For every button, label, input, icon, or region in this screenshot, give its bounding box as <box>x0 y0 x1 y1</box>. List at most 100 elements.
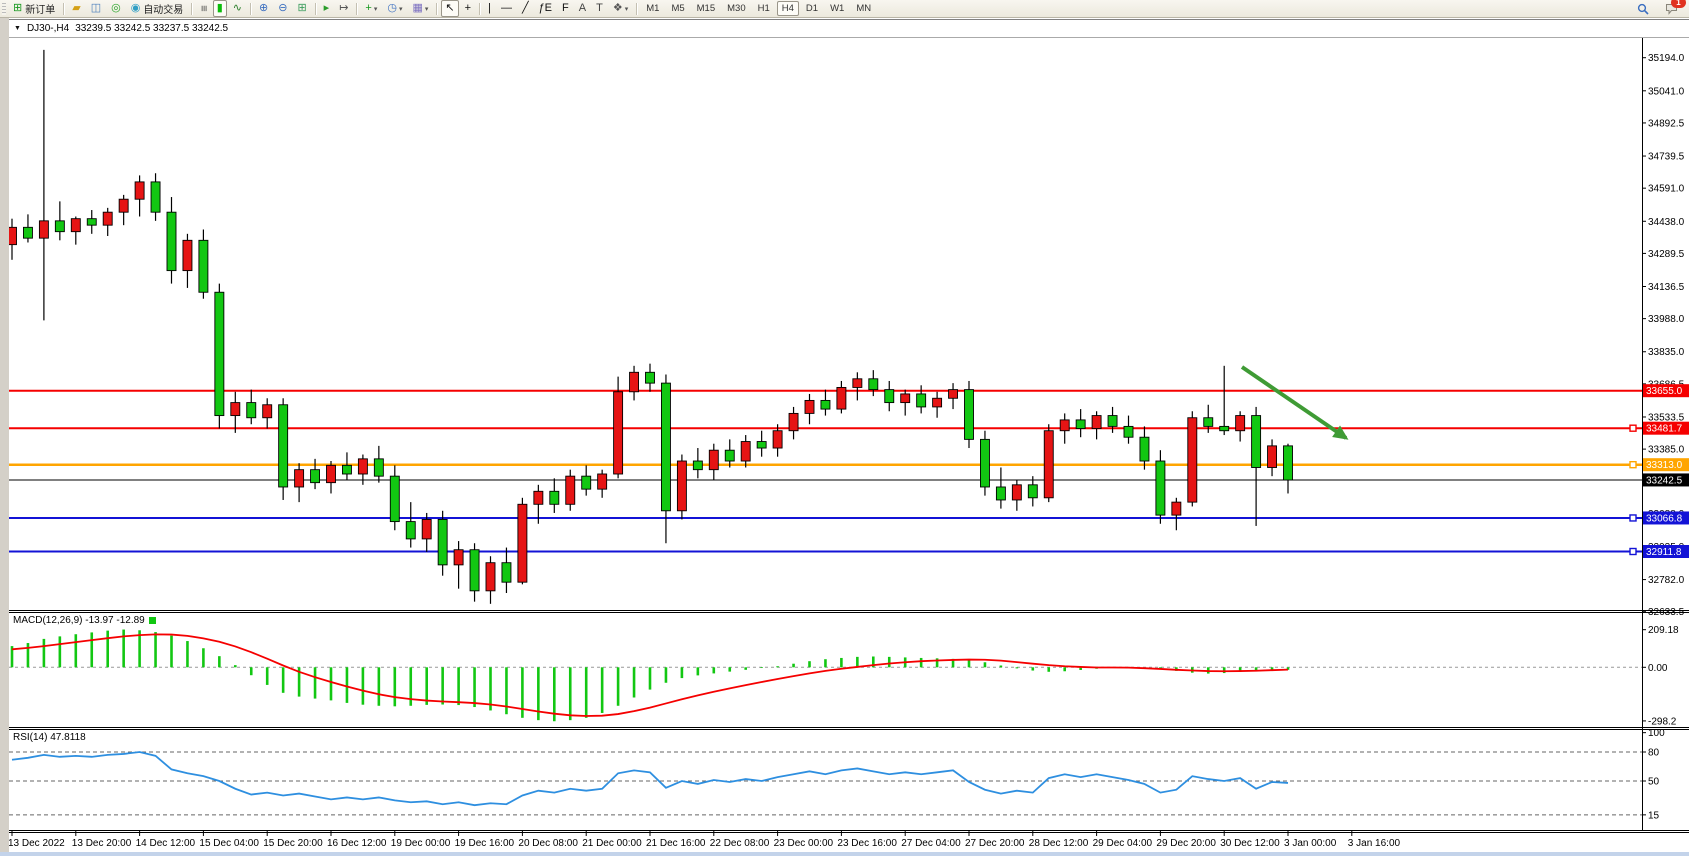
autotrade-button[interactable]: ◉ 自动交易 <box>127 0 188 17</box>
candle-body <box>1235 415 1246 432</box>
candle-body <box>54 220 65 233</box>
candle-body <box>645 371 655 384</box>
symbol-dropdown-icon[interactable]: ▼ <box>14 25 21 32</box>
candle-body <box>1203 417 1214 427</box>
candle-body <box>278 404 289 488</box>
line-chart-icon[interactable]: ∿ <box>229 0 246 17</box>
candle-body <box>772 430 783 449</box>
horizontal-line-icon[interactable]: — <box>497 0 516 17</box>
line-handle[interactable] <box>1629 424 1637 432</box>
candlestick-chart-icon: ▮ <box>216 2 223 14</box>
zoom-in-icon: ⊕ <box>259 2 269 14</box>
autotrade-button: ◉ <box>130 2 141 14</box>
auto-scroll-icon[interactable]: ▸ <box>320 0 334 17</box>
indicators-icon[interactable]: + ▾ <box>361 0 381 17</box>
chart-window-icon[interactable]: ◫ <box>87 0 105 17</box>
candle-body <box>1027 484 1038 499</box>
timeframe-button-w1[interactable]: W1 <box>830 3 845 14</box>
chart-window-icon: ◫ <box>90 2 102 14</box>
macd-indicator-label: MACD(12,26,9) -13.97 -12.89 <box>13 615 156 626</box>
symbol-timeframe-label: DJ30-,H4 <box>26 23 70 34</box>
search-icon[interactable] <box>1633 0 1653 17</box>
line-handle[interactable] <box>1629 460 1637 469</box>
timeframe-button-m15[interactable]: M15 <box>696 3 716 14</box>
timeframe-button-d1[interactable]: D1 <box>805 3 819 14</box>
bar-chart-icon[interactable]: ≡ <box>196 0 210 17</box>
zoom-in-icon[interactable]: ⊕ <box>255 0 272 17</box>
price-label-box[interactable] <box>1643 511 1689 525</box>
macd-panel <box>10 629 1290 722</box>
candle-body <box>405 521 416 540</box>
axis-label: 80 <box>1648 748 1660 759</box>
zoom-out-icon[interactable]: ⊖ <box>274 0 291 17</box>
price-label-box[interactable] <box>1643 384 1689 398</box>
periods-icon[interactable]: ◷ ▾ <box>383 0 406 17</box>
new-order-button[interactable]: ⊞ 新订单 <box>9 0 59 17</box>
axis-label: 3 Jan 00:00 <box>1284 838 1337 849</box>
fibo-retracement-icon[interactable]: ƒE <box>535 0 556 17</box>
candle-body <box>294 469 305 488</box>
timeframe-button-mn[interactable]: MN <box>856 3 872 14</box>
templates-icon[interactable]: ▦ ▾ <box>409 0 433 17</box>
indicators-icon: + <box>365 2 372 14</box>
timeframe-button-m30[interactable]: M30 <box>727 3 746 14</box>
timeframe-button-h4[interactable]: H4 <box>776 1 799 16</box>
gold-icon[interactable]: ▰ <box>68 0 84 17</box>
axis-label: 209.18 <box>1648 625 1679 636</box>
timeframe-button-m1[interactable]: M1 <box>646 3 660 14</box>
cursor-icon[interactable]: ↖ <box>441 0 459 17</box>
gold-icon: ▰ <box>72 2 81 14</box>
candles <box>7 49 1293 604</box>
line-handle[interactable] <box>1629 514 1637 522</box>
candle-body <box>836 386 847 410</box>
candle-body <box>182 239 193 272</box>
text-icon[interactable]: A <box>575 0 590 17</box>
price-label-box[interactable] <box>1643 473 1689 487</box>
candle-body <box>246 402 257 419</box>
notifications-icon[interactable]: 1 <box>1661 0 1686 17</box>
crosshair-icon[interactable]: + <box>461 0 475 17</box>
vertical-line-icon: | <box>488 2 491 14</box>
axis-label: 28 Dec 12:00 <box>1029 838 1089 849</box>
timeframe-button-m5[interactable]: M5 <box>671 3 685 14</box>
timeframe-button-h1[interactable]: H1 <box>757 3 770 14</box>
text-label-icon[interactable]: T <box>592 0 607 17</box>
candle-body <box>86 218 97 226</box>
macd-color-swatch <box>148 617 156 624</box>
trendline-icon[interactable]: ╱ <box>518 0 533 17</box>
axis-label: 21 Dec 16:00 <box>646 838 706 849</box>
price-label-box[interactable] <box>1643 458 1689 472</box>
price-label-box[interactable] <box>1643 421 1689 435</box>
auto-scroll-icon: ▸ <box>323 2 330 14</box>
tile-windows-icon[interactable]: ⊞ <box>293 0 310 17</box>
signal-icon[interactable]: ◎ <box>107 0 125 17</box>
candle-body <box>342 464 352 475</box>
candle-body <box>932 397 943 408</box>
axis-label: 33835.0 <box>1648 347 1685 358</box>
crosshair-icon: + <box>464 2 472 14</box>
fibo-fan-icon[interactable]: F <box>558 0 573 17</box>
chart-shift-icon[interactable]: ↦ <box>335 0 352 17</box>
annotations[interactable] <box>1240 365 1349 440</box>
axis-label: 50 <box>1648 777 1660 788</box>
axis-label: 34438.0 <box>1648 217 1685 228</box>
axis-label: 33313.0 <box>1646 460 1683 471</box>
price-line-labels[interactable]: 33655.0 33481.7 33313.0 33066.8 32911.8 33242… <box>1643 384 1689 558</box>
axis-label: 23 Dec 00:00 <box>774 838 834 849</box>
notification-badge: 1 <box>1671 0 1686 8</box>
candle-body <box>485 562 496 592</box>
indicator-levels <box>9 666 1642 816</box>
text-label-icon: T <box>596 2 603 14</box>
candlestick-chart-icon[interactable]: ▮ <box>212 0 227 17</box>
line-handle[interactable] <box>1629 547 1637 556</box>
trend-arrow[interactable] <box>1240 365 1349 440</box>
candle-body <box>469 549 480 592</box>
vertical-line-icon[interactable]: | <box>484 0 495 17</box>
shapes-icon[interactable]: ❖ ▾ <box>609 0 632 17</box>
axis-label: 100 <box>1648 728 1665 739</box>
axis-label: 15 Dec 20:00 <box>263 838 323 849</box>
axis-label: 13 Dec 2022 <box>8 838 65 849</box>
price-label-box[interactable] <box>1643 544 1689 558</box>
candle-body <box>692 460 703 471</box>
